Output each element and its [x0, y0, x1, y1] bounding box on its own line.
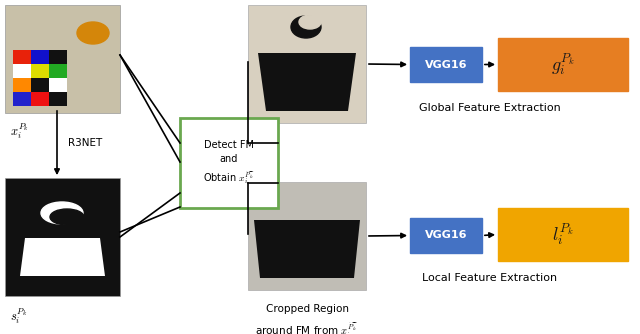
Text: R3NET: R3NET — [68, 138, 102, 148]
Bar — [31, 64, 49, 78]
Bar — [5, 178, 120, 296]
Bar — [498, 208, 628, 261]
Ellipse shape — [77, 22, 109, 44]
Bar — [410, 47, 482, 82]
Text: Cropped Region
around FM from $x_i^{\widetilde{P_k}}$: Cropped Region around FM from $x_i^{\wid… — [255, 304, 358, 334]
Text: $g_i^{P_k}$: $g_i^{P_k}$ — [551, 51, 575, 78]
Bar — [13, 50, 31, 64]
Ellipse shape — [291, 16, 321, 38]
Text: Local Feature Extraction: Local Feature Extraction — [422, 273, 557, 283]
Bar — [248, 182, 366, 290]
Bar — [49, 78, 67, 92]
Ellipse shape — [299, 15, 321, 29]
Text: VGG16: VGG16 — [425, 59, 467, 69]
Polygon shape — [254, 220, 360, 278]
Text: Global Feature Extraction: Global Feature Extraction — [419, 103, 561, 113]
Bar — [13, 78, 31, 92]
Text: VGG16: VGG16 — [425, 230, 467, 240]
Bar — [498, 38, 628, 91]
Text: $x_i^{P_k}$: $x_i^{P_k}$ — [10, 121, 29, 141]
Polygon shape — [258, 53, 356, 111]
Ellipse shape — [41, 202, 83, 224]
Ellipse shape — [50, 209, 84, 225]
Bar — [49, 64, 67, 78]
Bar — [49, 50, 67, 64]
Bar — [5, 5, 120, 113]
Text: $x_i^{\widetilde{P_k}}$: $x_i^{\widetilde{P_k}}$ — [253, 132, 274, 154]
Bar — [31, 92, 49, 106]
Text: $s_i^{P_k}$: $s_i^{P_k}$ — [10, 306, 28, 326]
Bar — [410, 218, 482, 253]
Bar — [13, 92, 31, 106]
Text: $l_i^{P_k}$: $l_i^{P_k}$ — [552, 221, 574, 248]
Bar — [13, 64, 31, 78]
Bar — [180, 118, 278, 208]
Text: Detect FM
and
Obtain $x_i^{\widetilde{P_k}}$: Detect FM and Obtain $x_i^{\widetilde{P_… — [203, 140, 255, 186]
Bar — [31, 78, 49, 92]
Bar — [248, 5, 366, 123]
Polygon shape — [20, 238, 105, 276]
Bar — [49, 92, 67, 106]
Bar — [31, 50, 49, 64]
